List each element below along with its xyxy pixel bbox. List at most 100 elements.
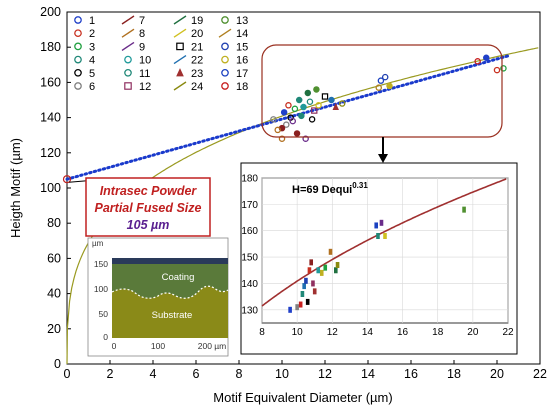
data-point	[493, 66, 501, 74]
data-point	[291, 105, 299, 113]
legend-marker	[173, 15, 187, 25]
legend-marker	[218, 28, 232, 38]
legend-marker	[124, 55, 132, 64]
data-point	[280, 109, 288, 116]
data-point	[313, 86, 320, 93]
inset-data-point	[328, 248, 333, 255]
micrograph-inset: µm Coating Substrate 150 100 50 0 0 100 …	[87, 237, 229, 357]
inset-data-point	[319, 269, 324, 276]
inset-data-point	[288, 306, 292, 313]
legend-marker	[221, 82, 229, 90]
x-tick-label: 10	[275, 367, 289, 381]
legend-label: 18	[236, 81, 248, 93]
y-tick-label: 20	[47, 322, 61, 336]
y-tick-label: 120	[40, 146, 61, 160]
inset-plot-frame	[240, 162, 518, 355]
legend-marker	[124, 68, 132, 77]
y-tick-label: 60	[47, 251, 61, 265]
legend-label: 16	[236, 55, 248, 67]
legend-label: 5	[89, 68, 95, 80]
y-tick-label: 160	[40, 75, 61, 89]
data-point	[302, 135, 309, 142]
legend-label: 1	[89, 15, 95, 27]
zoom-arrow-head	[378, 154, 388, 163]
data-point	[482, 54, 490, 62]
data-point	[304, 89, 312, 97]
inset-data-point	[307, 267, 312, 274]
legend-marker	[74, 55, 82, 64]
x-tick-label: 4	[150, 367, 157, 381]
inset-data-point	[298, 301, 303, 308]
inset-data-point	[383, 233, 387, 239]
micrograph-xtick-100: 100	[151, 341, 165, 351]
legend-label: 24	[191, 81, 203, 93]
x-tick-label: 6	[193, 367, 200, 381]
y-tick-label: 80	[47, 216, 61, 230]
micrograph-unit-label: µm	[92, 239, 104, 248]
coating-layer	[112, 258, 228, 299]
inset-data-point	[302, 283, 306, 290]
x-tick-label: 16	[404, 367, 418, 381]
inset-y-tick-label: 160	[241, 226, 258, 237]
data-point	[377, 77, 385, 84]
legend-marker	[74, 16, 82, 24]
inset-data-point	[295, 304, 299, 311]
inset-x-tick-label: 8	[259, 327, 265, 338]
legend-marker	[173, 81, 187, 91]
legend-label: 11	[139, 68, 150, 80]
data-point	[311, 107, 318, 114]
legend-marker	[176, 42, 184, 51]
legend-label: 13	[236, 15, 248, 27]
data-point	[328, 96, 335, 104]
inset-data-point	[334, 267, 338, 274]
data-point	[306, 98, 314, 106]
legend-label: 19	[191, 15, 203, 27]
inset-data-point	[312, 288, 317, 295]
data-point	[474, 58, 481, 65]
data-point	[381, 73, 389, 81]
y-tick-label: 140	[40, 111, 61, 125]
micrograph-substrate-label: Substrate	[152, 310, 193, 321]
legend-label: 20	[191, 28, 203, 40]
data-point	[315, 102, 322, 109]
x-axis-label: Motif Equivalent Diameter (µm)	[213, 390, 392, 405]
legend-marker	[74, 42, 82, 51]
data-point	[308, 116, 316, 123]
inset-title: H=69 Dequi0.31	[292, 181, 368, 196]
data-point	[298, 112, 305, 120]
legend-label: 14	[236, 28, 248, 40]
y-axis-label: Heigth Motif (µm)	[8, 138, 23, 238]
data-point	[283, 121, 290, 128]
legend-label: 8	[139, 28, 145, 40]
inset-y-tick-label: 130	[241, 305, 258, 316]
legend-marker	[173, 55, 187, 65]
inset-data-point	[462, 206, 466, 213]
legend-label: 2	[89, 28, 95, 40]
legend-marker	[176, 68, 184, 77]
data-point	[270, 116, 277, 123]
y-tick-label: 40	[47, 287, 61, 301]
legend-label: 21	[191, 41, 203, 53]
legend-marker	[74, 82, 82, 90]
legend-label: 6	[89, 81, 95, 93]
inset-x-tick-label: 22	[502, 327, 514, 338]
y-tick-label: 180	[40, 40, 61, 54]
legend-marker	[221, 16, 229, 24]
legend-label: 10	[139, 55, 151, 67]
data-point	[386, 82, 393, 90]
legend-marker	[121, 28, 135, 38]
inset-data-point	[304, 277, 308, 284]
x-tick-label: 2	[107, 367, 114, 381]
x-tick-label: 12	[318, 367, 332, 381]
inset-data-point	[316, 267, 321, 274]
inset-data-point	[300, 291, 305, 297]
data-point	[332, 102, 339, 111]
inset-data-point	[335, 262, 340, 268]
legend-label: 22	[191, 55, 203, 67]
y-tick-label: 100	[40, 181, 61, 195]
micrograph-xtick-0: 0	[112, 341, 117, 351]
legend-marker	[173, 28, 187, 38]
micrograph-ytick-150: 150	[94, 259, 108, 269]
data-point	[285, 102, 292, 109]
